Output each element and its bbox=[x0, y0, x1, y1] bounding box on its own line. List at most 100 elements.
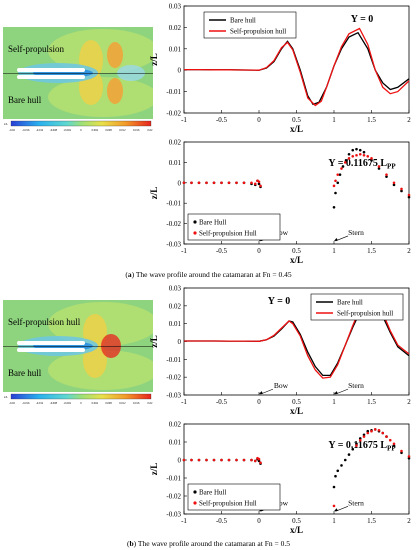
chart-title-subscript: PP bbox=[387, 445, 396, 453]
legend-box bbox=[203, 11, 297, 39]
y-tick-label: 0.02 bbox=[169, 421, 182, 429]
x-tick-label: -1 bbox=[181, 398, 187, 406]
data-point-self-propulsion bbox=[250, 458, 253, 462]
colorbar-tick-label: -0.016 bbox=[22, 129, 30, 132]
y-tick-label: 0.03 bbox=[169, 285, 182, 293]
x-tick-label: 0 bbox=[257, 398, 261, 406]
data-point-self-propulsion bbox=[370, 157, 373, 160]
x-tick-label: 1.5 bbox=[367, 247, 376, 255]
caption-a-text: The wave profile around the catamaran at… bbox=[135, 270, 292, 279]
x-tick-label: 2 bbox=[407, 247, 411, 255]
colorbar-strip bbox=[10, 393, 152, 400]
annotation-arrowhead bbox=[334, 391, 338, 395]
data-point-bare-hull bbox=[400, 189, 403, 193]
data-point-self-propulsion bbox=[205, 458, 208, 462]
legend-swatch bbox=[193, 490, 197, 494]
colorbar-tick-label: -0.02 bbox=[9, 129, 15, 132]
data-point-self-propulsion bbox=[358, 152, 362, 156]
colorbar-tick-label: 0.008 bbox=[105, 402, 112, 405]
y-tick-label: 0.01 bbox=[169, 439, 182, 447]
x-axis-label: x/L bbox=[290, 124, 303, 134]
x-tick-label: 2 bbox=[407, 517, 411, 525]
data-point-self-propulsion bbox=[385, 435, 388, 438]
x-tick-label: -0.5 bbox=[216, 398, 228, 406]
data-point-self-propulsion bbox=[197, 181, 201, 185]
caption-a: (a) The wave profile around the catamara… bbox=[125, 270, 292, 279]
data-point-bare-hull bbox=[341, 165, 345, 168]
y-tick-label: -0.03 bbox=[166, 392, 181, 400]
x-tick-label: 0 bbox=[257, 247, 261, 255]
colorbar-tick-label: -0.016 bbox=[22, 402, 30, 405]
x-tick-label: 1 bbox=[332, 398, 336, 406]
chart-a2-y-offset: -1 -0.5 0 0.5 1 1.5 2 -0.03 -0.02 -0.01 0 0.01 0.02 x… bbox=[149, 139, 411, 266]
data-point-self-propulsion bbox=[355, 153, 358, 157]
hull-shape-upper bbox=[17, 68, 85, 72]
data-point-self-propulsion bbox=[220, 181, 223, 185]
data-point-self-propulsion bbox=[362, 435, 366, 438]
data-point-self-propulsion bbox=[392, 181, 396, 185]
data-point-self-propulsion bbox=[358, 438, 362, 442]
colorbar-ticks: -0.02 -0.016 -0.012 -0.008 -0.004 0 0.004 0.008… bbox=[9, 129, 153, 132]
legend-label: Bare hull bbox=[230, 17, 256, 25]
colorbar-tick-label: 0.012 bbox=[119, 129, 126, 132]
data-point-self-propulsion bbox=[250, 181, 253, 185]
y-tick-label: -0.01 bbox=[166, 475, 181, 483]
data-point-bare-hull bbox=[355, 442, 358, 446]
data-point-self-propulsion bbox=[242, 181, 246, 185]
data-point-self-propulsion bbox=[392, 442, 396, 446]
hull-shape-lower bbox=[17, 348, 85, 352]
data-point-self-propulsion bbox=[400, 187, 403, 191]
x-tick-label: 0.5 bbox=[292, 517, 301, 525]
chart-title: Y = 0 bbox=[351, 14, 374, 25]
y-tick-label: -0.02 bbox=[166, 374, 181, 382]
colorbar-tick-label: 0.004 bbox=[92, 402, 99, 405]
y-tick-label: 0.03 bbox=[169, 3, 182, 11]
data-point-bare-hull bbox=[334, 191, 337, 195]
y-tick-label: 0.02 bbox=[169, 24, 182, 32]
data-point-bare-hull bbox=[332, 205, 336, 209]
y-axis-label: z/L bbox=[149, 53, 159, 66]
data-point-self-propulsion bbox=[259, 184, 262, 188]
hull-shape-lower bbox=[17, 75, 85, 79]
data-point-bare-hull bbox=[358, 437, 362, 440]
y-axis-label: z/L bbox=[149, 187, 159, 200]
chart-b1-y0: -1 -0.5 0 0.5 1 1.5 2 -0.03 -0.02 -0.01 0 0.01 0.02 0… bbox=[149, 285, 411, 417]
data-point-self-propulsion bbox=[343, 161, 347, 164]
x-tick-label: 2 bbox=[407, 398, 411, 406]
data-point-bare-hull bbox=[340, 464, 343, 467]
x-tick-label: 1.5 bbox=[367, 398, 376, 406]
data-point-bare-hull bbox=[338, 173, 342, 176]
data-point-bare-hull bbox=[332, 485, 336, 489]
caption-b: (b) The wave profile around the catamara… bbox=[126, 539, 290, 548]
colorbar-tick-label: -0.012 bbox=[36, 402, 44, 405]
annotation-label: Stern bbox=[348, 228, 364, 237]
x-tick-label: -0.5 bbox=[216, 247, 228, 255]
data-point-bare-hull bbox=[344, 159, 348, 162]
x-tick-label: -1 bbox=[181, 116, 187, 124]
annotation-arrowhead bbox=[334, 508, 338, 512]
y-tick-label: 0.02 bbox=[169, 302, 182, 310]
data-point-self-propulsion bbox=[377, 165, 381, 168]
legend-label: Self-propulsion Hull bbox=[199, 500, 257, 508]
caption-b-text: The wave profile around the catamaran at… bbox=[137, 539, 290, 548]
x-tick-label: 1 bbox=[332, 247, 336, 255]
data-point-bare-hull bbox=[343, 458, 347, 462]
legend-swatch bbox=[193, 501, 197, 505]
y-tick-label: 0 bbox=[178, 338, 182, 346]
data-point-self-propulsion bbox=[235, 458, 238, 462]
data-point-bare-hull bbox=[407, 195, 411, 199]
legend-label: Self-propulsion hull bbox=[337, 310, 393, 318]
label-bare-hull: Bare hull bbox=[8, 95, 42, 105]
data-point-self-propulsion bbox=[205, 181, 208, 185]
x-tick-label: -0.5 bbox=[216, 517, 228, 525]
data-point-bare-hull bbox=[351, 148, 355, 152]
colorbar-tick-label: 0.012 bbox=[119, 402, 126, 405]
data-point-bare-hull bbox=[347, 152, 351, 156]
label-bare-hull: Bare hull bbox=[8, 368, 42, 378]
colorbar-tick-label: 0 bbox=[80, 402, 82, 405]
annotation-label: Bow bbox=[274, 381, 289, 390]
y-tick-label: 0.01 bbox=[169, 159, 182, 167]
annotation-arrowhead bbox=[334, 237, 338, 241]
y-tick-label: -0.03 bbox=[166, 241, 181, 249]
chart-title: Y = 0 bbox=[268, 296, 291, 307]
